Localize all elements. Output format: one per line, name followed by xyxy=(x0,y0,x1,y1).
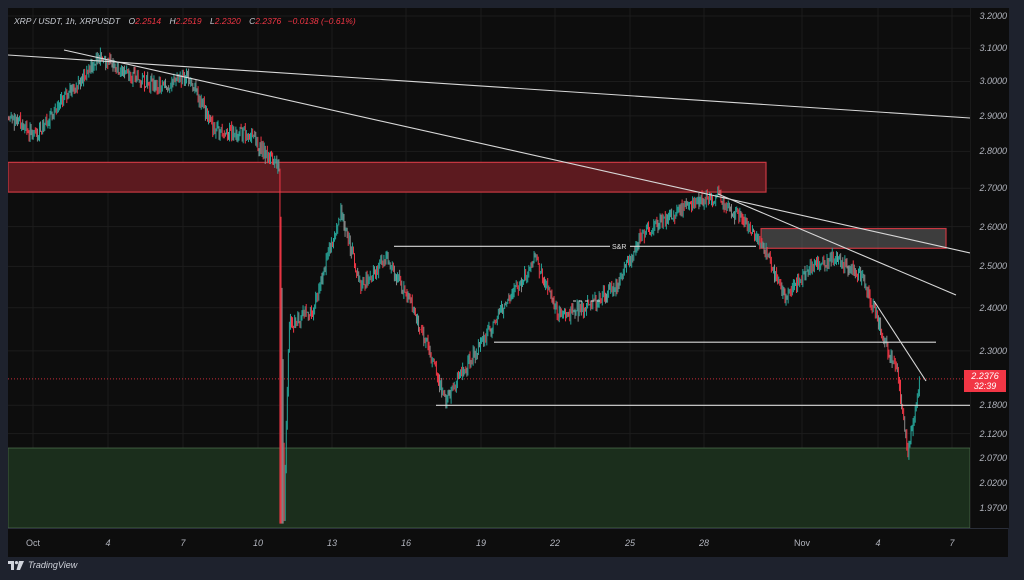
time-tick-label: 19 xyxy=(475,538,487,548)
price-tick-label: 3.0000 xyxy=(979,76,1007,87)
price-tick-label: 3.1000 xyxy=(979,43,1007,54)
price-tick-label: 2.8000 xyxy=(979,146,1007,157)
bar-countdown: 32:39 xyxy=(973,380,997,391)
time-tick-label: 4 xyxy=(875,538,881,548)
change-value: −0.0138 (−0.61%) xyxy=(287,16,356,26)
price-tick-label: 2.9000 xyxy=(979,110,1007,121)
chart-pane[interactable]: XRP / USDT, 1h, XRPUSDT O2.2514 H2.2519 … xyxy=(8,8,1009,557)
time-tick-label: 7 xyxy=(949,538,955,548)
time-tick-label: 25 xyxy=(624,538,636,548)
price-tick-label: 2.5000 xyxy=(979,261,1007,272)
price-tick-label: 2.1800 xyxy=(979,400,1007,411)
high-value: 2.2519 xyxy=(175,16,202,26)
time-tick-label: 28 xyxy=(698,538,710,548)
price-tick-label: 2.3000 xyxy=(979,345,1007,356)
price-tick-label: 3.2000 xyxy=(979,11,1007,21)
brand-name: TradingView xyxy=(28,560,78,570)
price-tick-label: 2.6000 xyxy=(979,221,1007,232)
last-price: 2.2376 xyxy=(971,370,999,381)
price-axis[interactable]: 3.2000 3.1000 3.0000 2.9000 2.8000 2.7000 2.60… xyxy=(970,8,1009,528)
time-tick-label: 7 xyxy=(180,538,186,548)
open-value: 2.2514 xyxy=(135,16,162,26)
price-tick-label: 2.4000 xyxy=(979,302,1007,313)
price-tick-label: 2.0700 xyxy=(979,452,1007,463)
price-tick-label: 1.9700 xyxy=(979,503,1007,513)
price-tick-label: 2.0200 xyxy=(979,477,1007,488)
time-axis[interactable]: Oct 4 7 10 13 16 19 22 25 28 Nov 4 7 xyxy=(8,528,1008,557)
time-tick-label: Nov xyxy=(793,538,811,548)
plot-area[interactable]: S&R xyxy=(8,8,970,528)
time-tick-label: 4 xyxy=(105,538,111,548)
time-tick-label: 10 xyxy=(252,538,264,548)
tradingview-brand[interactable]: TradingView xyxy=(8,560,77,570)
time-tick-label: 13 xyxy=(326,538,338,548)
svg-text:S&R: S&R xyxy=(612,244,626,251)
price-tick-label: 2.7000 xyxy=(979,183,1007,194)
symbol-label: XRP / USDT, 1h, XRPUSDT xyxy=(14,16,121,26)
time-tick-label: 16 xyxy=(400,538,412,548)
time-tick-label: 22 xyxy=(549,538,561,548)
tradingview-logo-icon xyxy=(8,560,24,570)
time-tick-label: Oct xyxy=(25,538,41,548)
price-tick-label: 2.1200 xyxy=(979,428,1007,439)
close-value: 2.2376 xyxy=(255,16,282,26)
candlestick-plot: S&R xyxy=(8,8,970,528)
last-price-tag: 2.2376 32:39 xyxy=(964,369,1006,392)
ohlc-legend: XRP / USDT, 1h, XRPUSDT O2.2514 H2.2519 … xyxy=(14,16,356,26)
low-value: 2.2320 xyxy=(214,16,241,26)
